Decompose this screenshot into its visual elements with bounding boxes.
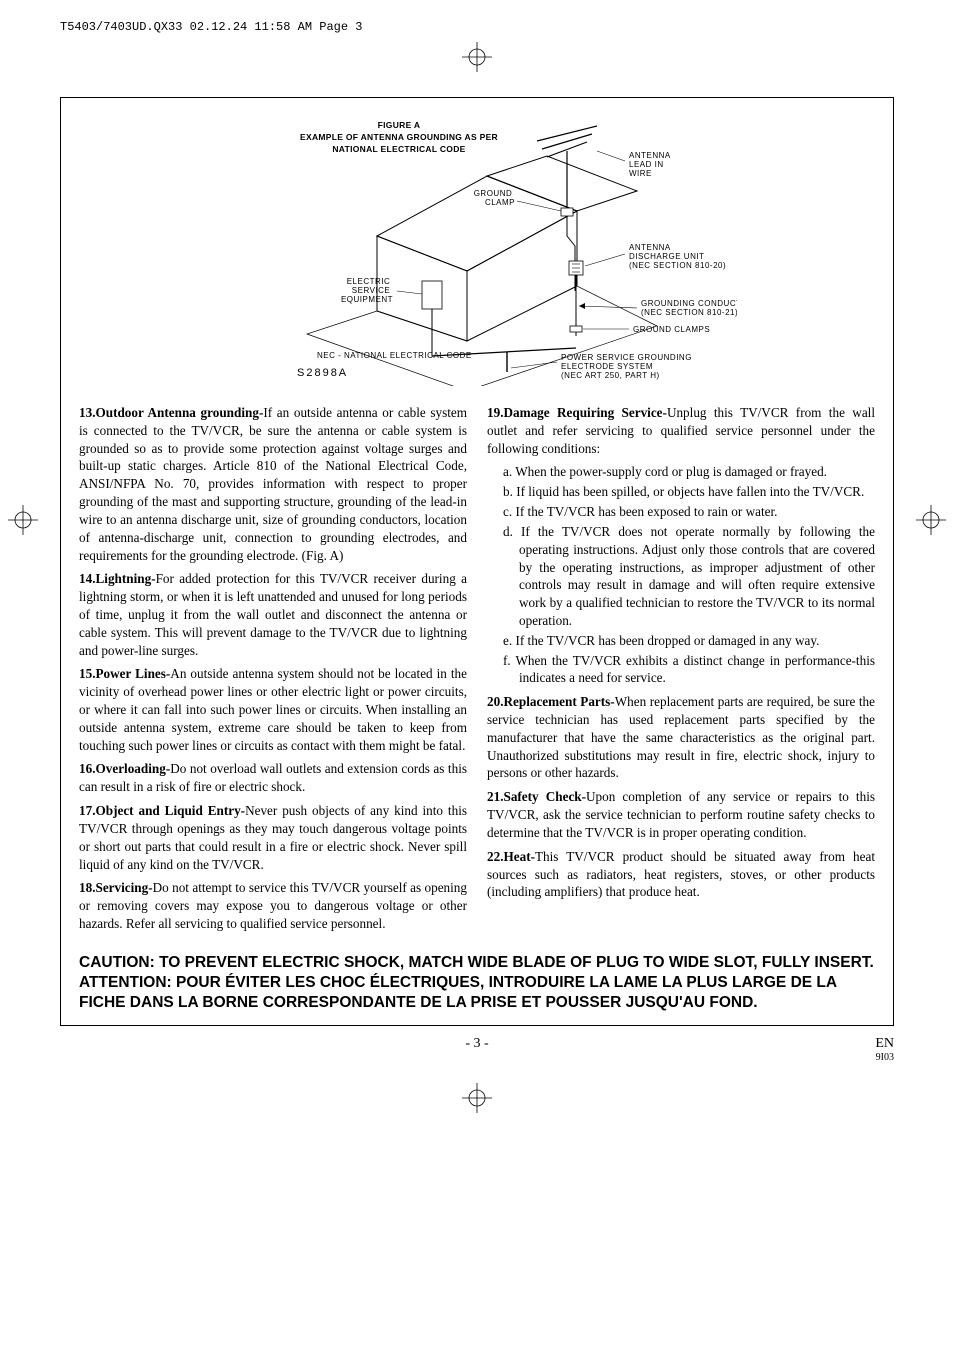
sub-text: If the TV/VCR has been exposed to rain o… bbox=[515, 504, 777, 519]
item-number: 22. bbox=[487, 849, 503, 864]
item-title: Outdoor Antenna grounding- bbox=[95, 405, 263, 420]
caution-fr: ATTENTION: POUR ÉVITER LES CHOC ÉLECTRIQ… bbox=[79, 973, 875, 1013]
item-body: This TV/VCR product should be situated a… bbox=[487, 849, 875, 900]
item-title: Safety Check- bbox=[503, 789, 586, 804]
sub-letter: a. bbox=[503, 464, 512, 479]
sub-text: If the TV/VCR does not operate normally … bbox=[519, 524, 875, 628]
sub-list: a. When the power-supply cord or plug is… bbox=[487, 463, 875, 687]
sub-text: If the TV/VCR has been dropped or damage… bbox=[515, 633, 819, 648]
label-nec-footer: NEC - NATIONAL ELECTRICAL CODE bbox=[317, 351, 472, 360]
figure-title-1: FIGURE A bbox=[378, 120, 421, 130]
item-number: 13. bbox=[79, 405, 95, 420]
footer-lang: EN 9I03 bbox=[834, 1036, 894, 1063]
figure-title-2: EXAMPLE OF ANTENNA GROUNDING AS PER bbox=[300, 132, 498, 142]
footer-rev: 9I03 bbox=[834, 1052, 894, 1063]
label-grounding-conductors: GROUNDING CONDUCTORS (NEC SECTION 810-21… bbox=[641, 299, 737, 317]
item-number: 14. bbox=[79, 571, 95, 586]
item-title: Power Lines- bbox=[95, 666, 170, 681]
page-number: - 3 - bbox=[120, 1036, 834, 1052]
figure-code: S2898A bbox=[297, 367, 348, 379]
list-item: 16.Overloading-Do not overload wall outl… bbox=[79, 760, 467, 796]
figure-a-diagram: FIGURE A EXAMPLE OF ANTENNA GROUNDING AS… bbox=[79, 116, 875, 386]
list-item: 15.Power Lines-An outside antenna system… bbox=[79, 665, 467, 754]
item-number: 15. bbox=[79, 666, 95, 681]
caution-en: CAUTION: TO PREVENT ELECTRIC SHOCK, MATC… bbox=[79, 953, 875, 973]
list-item: 22.Heat-This TV/VCR product should be si… bbox=[487, 848, 875, 901]
caution-block: CAUTION: TO PREVENT ELECTRIC SHOCK, MATC… bbox=[79, 953, 875, 1013]
item-title: Replacement Parts- bbox=[503, 694, 614, 709]
sub-letter: f. bbox=[503, 653, 511, 668]
sub-text: If liquid has been spilled, or objects h… bbox=[516, 484, 864, 499]
label-electric-service: ELECTRIC SERVICE EQUIPMENT bbox=[341, 277, 393, 304]
item-title: Heat- bbox=[503, 849, 535, 864]
label-ground-clamp: GROUND CLAMP bbox=[474, 189, 515, 207]
item-title: Servicing- bbox=[95, 880, 152, 895]
page-footer: - 3 - EN 9I03 bbox=[60, 1036, 894, 1063]
left-registration-mark bbox=[8, 505, 38, 540]
sub-letter: e. bbox=[503, 633, 512, 648]
list-item: 19.Damage Requiring Service-Unplug this … bbox=[487, 404, 875, 457]
item-number: 18. bbox=[79, 880, 95, 895]
item-number: 20. bbox=[487, 694, 503, 709]
label-power-service: POWER SERVICE GROUNDING ELECTRODE SYSTEM… bbox=[561, 353, 695, 380]
item-number: 21. bbox=[487, 789, 503, 804]
list-item: 20.Replacement Parts-When replacement pa… bbox=[487, 693, 875, 782]
document-page: T5403/7403UD.QX33 02.12.24 11:58 AM Page… bbox=[0, 0, 954, 1148]
list-item: 14.Lightning-For added protection for th… bbox=[79, 570, 467, 659]
sub-letter: d. bbox=[503, 524, 513, 539]
sub-letter: c. bbox=[503, 504, 512, 519]
left-column: 13.Outdoor Antenna grounding-If an outsi… bbox=[79, 404, 467, 939]
sub-list-item: e. If the TV/VCR has been dropped or dam… bbox=[503, 632, 875, 650]
list-item: 18.Servicing-Do not attempt to service t… bbox=[79, 879, 467, 932]
figure-title-3: NATIONAL ELECTRICAL CODE bbox=[332, 144, 465, 154]
item-title: Lightning- bbox=[95, 571, 155, 586]
right-registration-mark bbox=[916, 505, 946, 540]
sub-list-item: a. When the power-supply cord or plug is… bbox=[503, 463, 875, 481]
top-registration-mark bbox=[60, 42, 894, 77]
list-item: 17.Object and Liquid Entry-Never push ob… bbox=[79, 802, 467, 873]
right-column: 19.Damage Requiring Service-Unplug this … bbox=[487, 404, 875, 939]
item-body: If an outside antenna or cable system is… bbox=[79, 405, 467, 563]
list-item: 21.Safety Check-Upon completion of any s… bbox=[487, 788, 875, 841]
item-title: Damage Requiring Service- bbox=[503, 405, 666, 420]
label-ground-clamps: GROUND CLAMPS bbox=[633, 325, 710, 334]
item-title: Object and Liquid Entry- bbox=[95, 803, 245, 818]
sub-list-item: d. If the TV/VCR does not operate normal… bbox=[503, 523, 875, 630]
sub-text: When the TV/VCR exhibits a distinct chan… bbox=[515, 653, 875, 686]
sub-text: When the power-supply cord or plug is da… bbox=[515, 464, 827, 479]
header-job-line: T5403/7403UD.QX33 02.12.24 11:58 AM Page… bbox=[60, 20, 894, 34]
content-frame: FIGURE A EXAMPLE OF ANTENNA GROUNDING AS… bbox=[60, 97, 894, 1026]
item-number: 19. bbox=[487, 405, 503, 420]
sub-list-item: f. When the TV/VCR exhibits a distinct c… bbox=[503, 652, 875, 688]
sub-letter: b. bbox=[503, 484, 513, 499]
bottom-registration-mark bbox=[60, 1083, 894, 1118]
two-column-text: 13.Outdoor Antenna grounding-If an outsi… bbox=[79, 404, 875, 939]
item-number: 17. bbox=[79, 803, 95, 818]
list-item: 13.Outdoor Antenna grounding-If an outsi… bbox=[79, 404, 467, 564]
sub-list-item: c. If the TV/VCR has been exposed to rai… bbox=[503, 503, 875, 521]
label-antenna-lead: ANTENNA LEAD IN WIRE bbox=[629, 151, 673, 178]
item-title: Overloading- bbox=[95, 761, 170, 776]
label-discharge-unit: ANTENNA DISCHARGE UNIT (NEC SECTION 810-… bbox=[629, 243, 726, 270]
item-number: 16. bbox=[79, 761, 95, 776]
sub-list-item: b. If liquid has been spilled, or object… bbox=[503, 483, 875, 501]
